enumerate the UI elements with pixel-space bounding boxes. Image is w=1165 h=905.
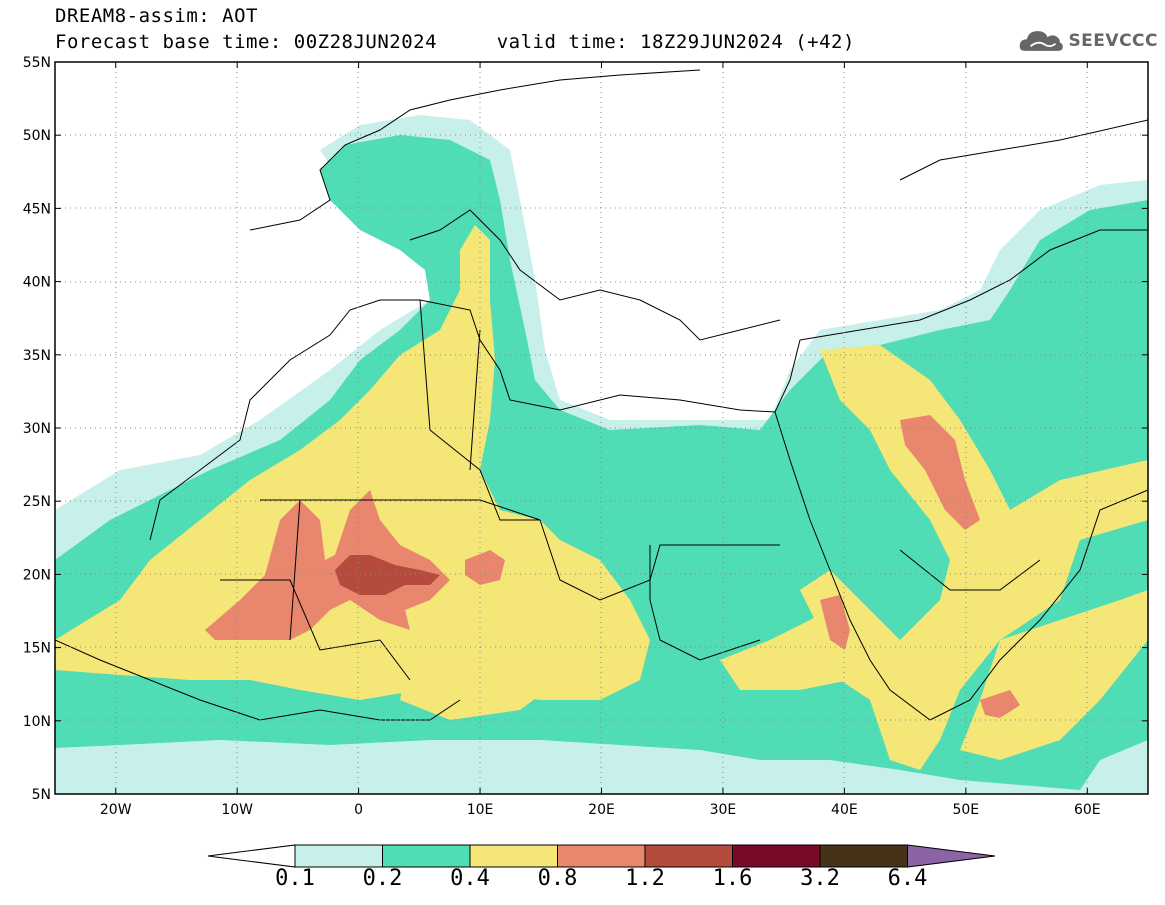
x-tick-label: 10E <box>467 802 494 818</box>
y-tick-label: 30N <box>23 421 51 437</box>
colorbar-box <box>819 844 908 868</box>
aot-contour-yellow <box>55 225 650 700</box>
colorbar-label: 1.6 <box>712 866 753 891</box>
y-tick-label: 40N <box>23 275 51 291</box>
x-axis: 20W 10W 0 10E 20E 30E 40E 50E 60E <box>100 62 1101 818</box>
y-tick-label: 35N <box>23 348 51 364</box>
colorbar-box <box>469 844 558 868</box>
x-tick-label: 30E <box>710 802 737 818</box>
colorbar <box>207 844 996 868</box>
colorbar-box <box>557 844 646 868</box>
graticule <box>55 62 1148 794</box>
y-tick-label: 25N <box>23 494 51 510</box>
y-axis: 5N 10N 15N 20N 25N 30N 35N 40N 45N 50N 55N <box>23 55 1148 803</box>
aot-contour-darkred <box>335 555 440 595</box>
y-tick-label: 50N <box>23 128 51 144</box>
x-tick-label: 20W <box>100 802 132 818</box>
x-tick-label: 40E <box>831 802 858 818</box>
colorbar-label: 1.2 <box>625 866 665 891</box>
colorbar-box <box>382 844 471 868</box>
colorbar-label: 6.4 <box>887 866 928 891</box>
colorbar-under-triangle <box>207 844 296 868</box>
map-title: DREAM8-assim: AOT <box>55 5 258 27</box>
y-tick-label: 10N <box>23 714 51 730</box>
colorbar-box <box>732 844 821 868</box>
coastlines <box>55 69 1148 721</box>
x-tick-label: 50E <box>952 802 979 818</box>
colorbar-box <box>644 844 733 868</box>
x-tick-label: 10W <box>221 802 253 818</box>
colorbar-label: 3.2 <box>800 866 840 891</box>
colorbar-label: 0.1 <box>275 866 315 891</box>
y-tick-label: 20N <box>23 567 51 583</box>
colorbar-label: 0.8 <box>537 866 578 891</box>
y-tick-label: 45N <box>23 201 51 217</box>
logo-text: SEEVCCC <box>1068 31 1158 51</box>
colorbar-label: 0.2 <box>362 866 403 891</box>
x-tick-label: 60E <box>1074 802 1101 818</box>
x-tick-label: 0 <box>354 802 363 818</box>
forecast-time-line: Forecast base time: 00Z28JUN2024 valid t… <box>55 31 855 53</box>
colorbar-box <box>294 844 383 868</box>
x-tick-label: 20E <box>588 802 615 818</box>
seevccc-logo: SEEVCCC <box>1018 24 1158 58</box>
colorbar-over-triangle <box>907 844 996 868</box>
aot-contour-orange <box>205 490 450 640</box>
colorbar-label: 0.4 <box>450 866 490 891</box>
y-tick-label: 5N <box>32 787 51 803</box>
y-tick-label: 15N <box>23 641 51 657</box>
cloud-icon <box>1019 31 1063 51</box>
y-tick-label: 55N <box>23 55 51 71</box>
